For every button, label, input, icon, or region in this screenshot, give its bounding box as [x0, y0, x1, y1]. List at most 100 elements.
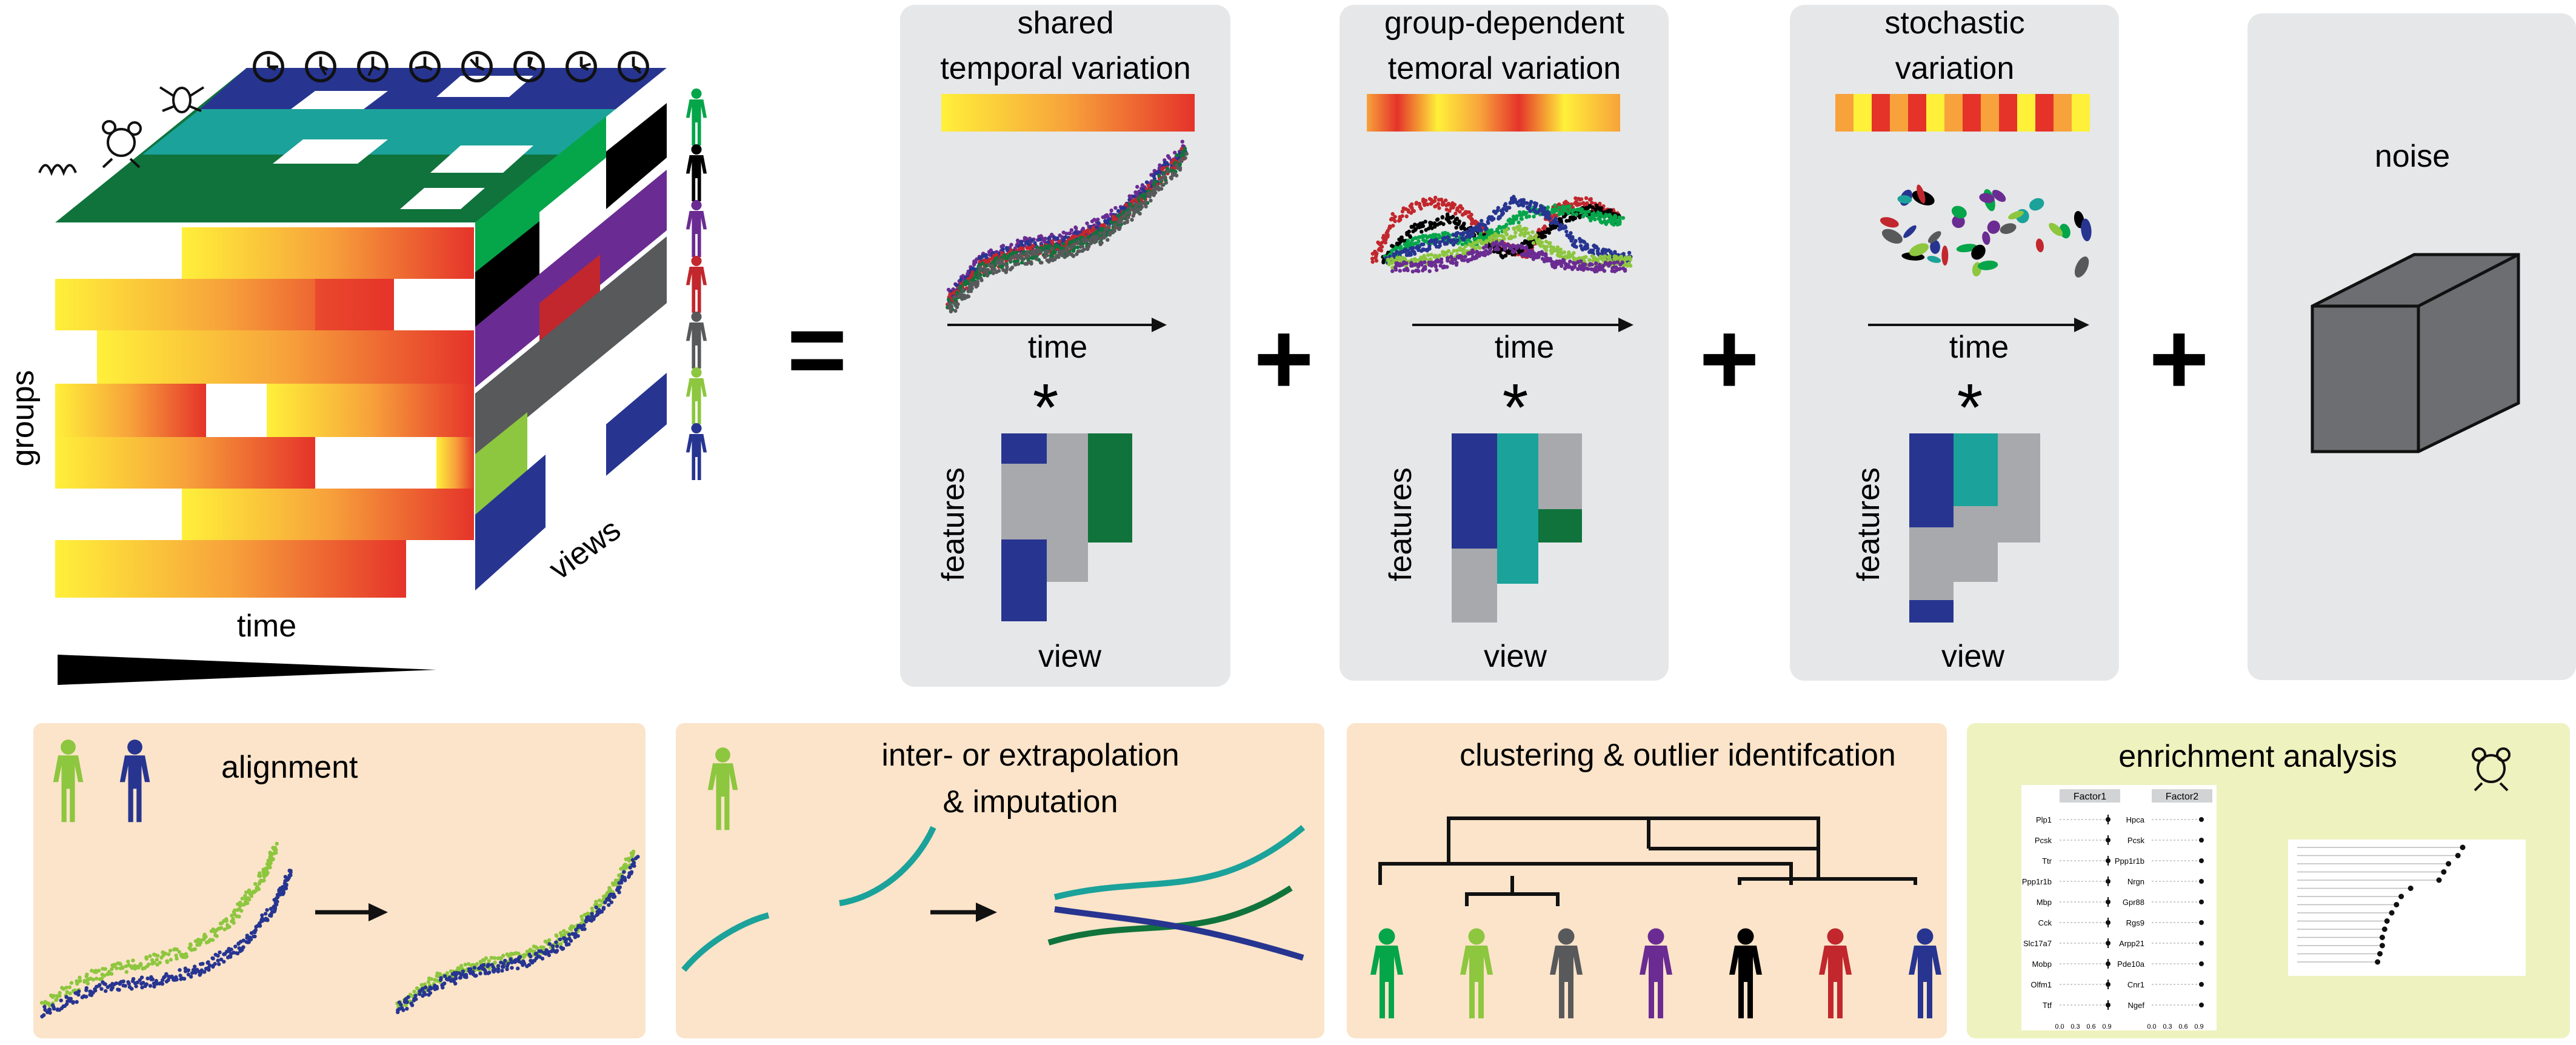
- svg-text:Nrgn: Nrgn: [2127, 877, 2144, 886]
- svg-text:Pde10a: Pde10a: [2117, 960, 2145, 969]
- component-title-line2: variation: [1895, 51, 2015, 86]
- time-wedge: [58, 655, 436, 685]
- group-icons: [38, 86, 205, 176]
- component-time-label: time: [1028, 330, 1087, 365]
- cube-time-label: time: [237, 609, 296, 644]
- mouse-icon: [2472, 747, 2511, 792]
- clock-icon-row: [255, 53, 648, 81]
- svg-text:Mobp: Mobp: [2032, 960, 2052, 969]
- svg-text:Ppp1r1b: Ppp1r1b: [2115, 856, 2144, 866]
- group-color-bar: [1367, 94, 1620, 132]
- svg-text:0.0: 0.0: [2147, 1023, 2156, 1030]
- svg-text:Plp1: Plp1: [2036, 815, 2052, 824]
- person-icon-column: [686, 88, 707, 480]
- enrichment-bars: [2297, 844, 2466, 965]
- fly-icon: [159, 86, 205, 113]
- svg-text:Slc17a7: Slc17a7: [2023, 939, 2052, 948]
- cube-top-stripe-blue: [200, 68, 667, 109]
- enrichment-plot: [2288, 840, 2526, 976]
- plus-sign-3: +: [2149, 301, 2209, 416]
- arrow-icon: [976, 903, 997, 922]
- svg-text:0.9: 0.9: [2194, 1023, 2203, 1030]
- svg-text:Gpr88: Gpr88: [2123, 898, 2144, 907]
- features-label: features: [1383, 467, 1418, 581]
- factor-table: [2021, 785, 2217, 1030]
- person-icon: [686, 144, 707, 201]
- person-icon: [686, 311, 707, 369]
- dendrogram: [1378, 816, 1917, 906]
- time-arrow-head: [1618, 318, 1633, 332]
- svg-text:Rgs9: Rgs9: [2126, 918, 2144, 927]
- application-clustering: clustering & outlier identifcation: [1347, 723, 1947, 1038]
- factor1-header: Factor1: [2074, 792, 2106, 802]
- svg-text:Olfm1: Olfm1: [2030, 980, 2052, 989]
- application-enrichment: enrichment analysis Factor1 Factor2 Plp1…: [1967, 723, 2570, 1038]
- interpolation-title-line1: inter- or extrapolation: [881, 738, 1179, 773]
- data-cube: time groups views: [5, 53, 707, 685]
- svg-text:0.3: 0.3: [2070, 1023, 2080, 1030]
- view-label: view: [1941, 639, 2004, 674]
- noise-panel: noise: [2247, 13, 2576, 680]
- plus-sign-1: +: [1253, 301, 1313, 416]
- clustering-title: clustering & outlier identifcation: [1460, 738, 1896, 773]
- cube-top-stripe-teal: [142, 109, 618, 155]
- features-label: features: [936, 467, 971, 581]
- component-panel-group-dependent: group-dependent temoral variation time *…: [1340, 5, 1669, 681]
- groups-label: groups: [5, 370, 41, 467]
- svg-text:Ttf: Ttf: [2043, 1001, 2052, 1010]
- svg-text:Cck: Cck: [2038, 918, 2052, 927]
- plus-sign-2: +: [1699, 301, 1759, 416]
- gene-loadings: Plp1 Pcsk Ttr Ppp1r1b Mbp Cck Slc17a7 Mobp Olfm1…: [2022, 815, 2204, 1030]
- component-time-label: time: [1949, 330, 2009, 365]
- component-panel-stochastic: stochastic variation time * features vie…: [1790, 5, 2119, 681]
- time-arrow-head: [2074, 318, 2089, 332]
- svg-text:0.0: 0.0: [2055, 1023, 2064, 1030]
- stochastic-color-bar: [1835, 94, 2090, 132]
- svg-text:0.9: 0.9: [2102, 1023, 2111, 1030]
- component-time-label: time: [1495, 330, 1554, 365]
- mouse-icon: [102, 120, 142, 169]
- view-label: view: [1038, 639, 1101, 674]
- times-sign: *: [1957, 370, 1983, 445]
- person-icon: [686, 88, 707, 145]
- alignment-before: [39, 841, 293, 1019]
- svg-text:0.3: 0.3: [2163, 1023, 2172, 1030]
- features-label: features: [1851, 467, 1886, 581]
- shared-color-bar: [941, 94, 1195, 132]
- component-title-line1: shared: [1018, 5, 1114, 41]
- svg-text:Pcsk: Pcsk: [2035, 836, 2052, 845]
- svg-text:Mbp: Mbp: [2037, 898, 2052, 907]
- svg-text:0.6: 0.6: [2178, 1023, 2187, 1030]
- application-interpolation: inter- or extrapolation & imputation: [676, 723, 1324, 1038]
- dna-icon: [38, 164, 77, 176]
- interpolation-title-line2: & imputation: [943, 784, 1118, 820]
- group-trajectories: [1370, 195, 1633, 274]
- times-sign: *: [1503, 370, 1529, 445]
- arrow-icon: [369, 903, 388, 921]
- component-title-line1: group-dependent: [1384, 5, 1625, 41]
- noise-title: noise: [2375, 139, 2450, 174]
- stochastic-dots: [1880, 184, 2092, 278]
- application-alignment: alignment: [33, 723, 646, 1038]
- svg-text:Arpp21: Arpp21: [2119, 939, 2144, 948]
- alignment-after: [395, 849, 640, 1015]
- person-icon: [686, 255, 707, 313]
- svg-text:Cnr1: Cnr1: [2127, 980, 2144, 989]
- svg-text:Ngef: Ngef: [2128, 1001, 2145, 1010]
- noise-cube: [2311, 253, 2520, 453]
- times-sign: *: [1033, 370, 1059, 445]
- factor2-header: Factor2: [2166, 792, 2198, 802]
- time-arrow-head: [1152, 318, 1167, 332]
- component-panel-shared: shared temporal variation time * feature…: [900, 5, 1230, 687]
- svg-text:Ttr: Ttr: [2042, 856, 2052, 866]
- person-icon: [686, 199, 707, 257]
- svg-text:0.6: 0.6: [2086, 1023, 2095, 1030]
- svg-text:Ppp1r1b: Ppp1r1b: [2022, 877, 2052, 886]
- person-icon: [686, 367, 707, 424]
- svg-text:Pcsk: Pcsk: [2127, 836, 2145, 845]
- component-title-line1: stochastic: [1884, 5, 2024, 41]
- enrichment-title: enrichment analysis: [2118, 739, 2397, 774]
- person-icon: [686, 422, 707, 480]
